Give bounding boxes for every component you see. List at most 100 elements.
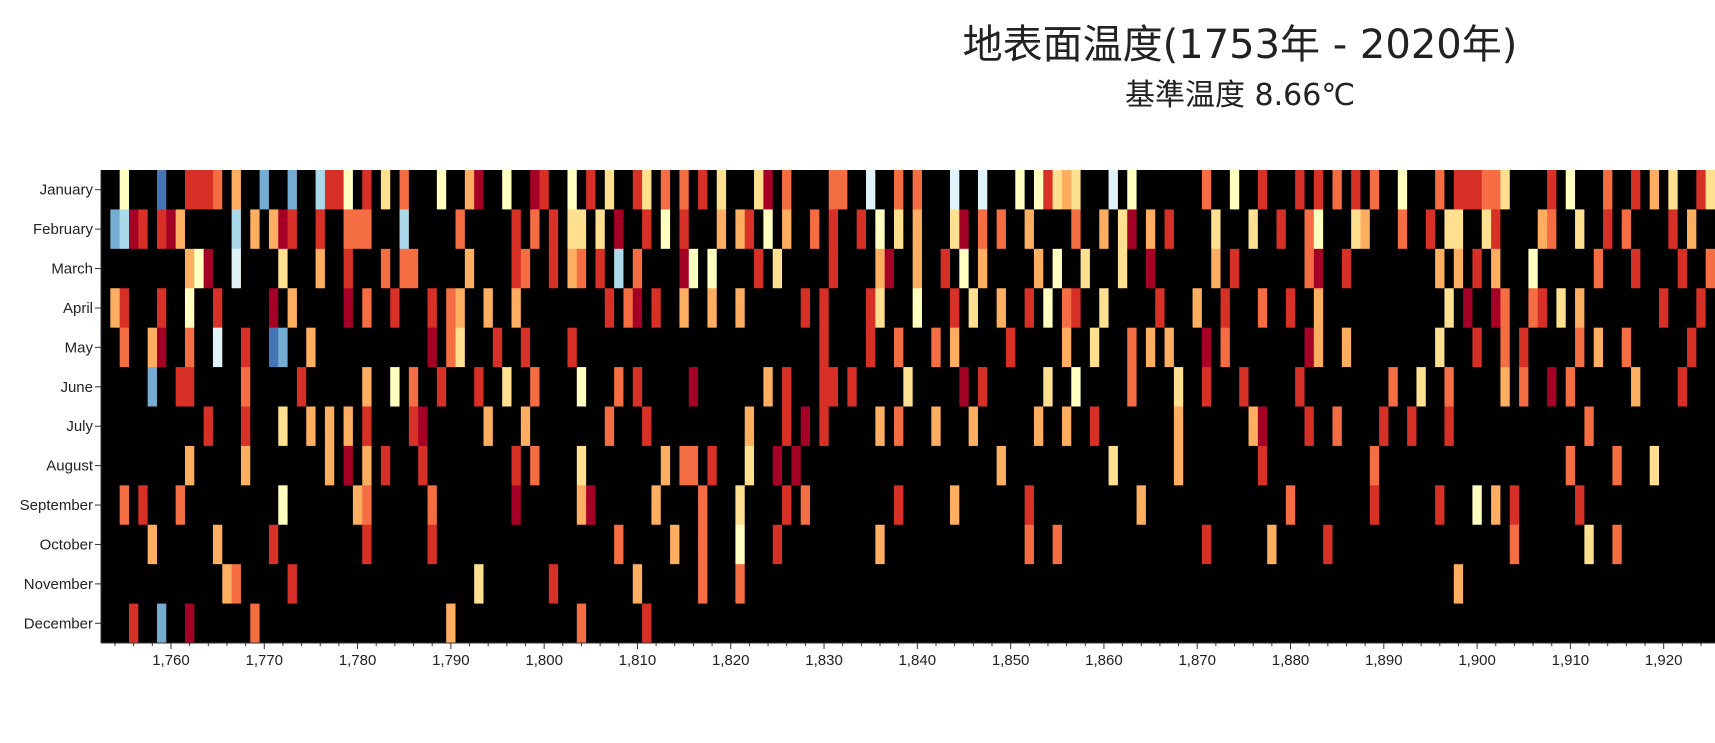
heatmap-cell (287, 209, 298, 250)
heatmap-cell (203, 485, 214, 526)
heatmap-cell (614, 564, 624, 604)
heatmap-cell (1547, 603, 1557, 644)
heatmap-cell (1248, 524, 1259, 565)
heatmap-cell (791, 248, 802, 289)
heatmap-cell (679, 209, 690, 250)
heatmap-cell (1500, 406, 1511, 447)
heatmap-cell (1285, 170, 1296, 210)
heatmap-cell (1463, 406, 1473, 447)
heatmap-cell (576, 209, 587, 250)
heatmap-cell (744, 327, 755, 368)
heatmap-cell (1444, 170, 1455, 210)
heatmap-cell (959, 209, 970, 250)
heatmap-cell (1649, 288, 1660, 329)
heatmap-cell (856, 524, 867, 565)
heatmap-cell (576, 485, 587, 526)
heatmap-cell (1659, 248, 1669, 289)
heatmap-cell (1481, 209, 1492, 250)
heatmap-cell (427, 327, 438, 368)
heatmap-cell (240, 248, 251, 289)
heatmap-cell (894, 406, 904, 447)
heatmap-cell (1435, 288, 1445, 329)
heatmap-cell (838, 327, 848, 368)
heatmap-cell (1295, 603, 1305, 644)
heatmap-cell (1472, 603, 1483, 644)
heatmap-cell (828, 248, 839, 289)
heatmap-cell (903, 367, 914, 407)
heatmap-cell (1192, 327, 1203, 368)
heatmap-cell (1696, 209, 1707, 250)
heatmap-cell (1360, 209, 1371, 250)
heatmap-cell (1696, 564, 1707, 604)
heatmap-cell (184, 209, 195, 250)
heatmap-cell (1108, 327, 1119, 368)
heatmap-cell (1323, 170, 1333, 210)
heatmap-cell (1677, 288, 1688, 329)
heatmap-cell (1509, 170, 1520, 210)
heatmap-cell (698, 327, 708, 368)
heatmap-cell (1239, 288, 1249, 329)
heatmap-cell (1519, 170, 1529, 210)
heatmap-cell (1043, 209, 1054, 250)
chart-title: 地表面温度(1753年 - 2020年) (962, 22, 1518, 68)
heatmap-cell (287, 406, 298, 447)
heatmap-cell (156, 406, 167, 447)
heatmap-cell (772, 603, 783, 644)
heatmap-cell (1509, 327, 1520, 368)
heatmap-cell (1416, 327, 1427, 368)
heatmap-cell (1099, 603, 1109, 644)
heatmap-cell (203, 327, 214, 368)
heatmap-cell (1127, 327, 1137, 368)
heatmap-cell (1304, 288, 1315, 329)
heatmap-cell (539, 209, 550, 250)
heatmap-cell (1033, 603, 1044, 644)
heatmap-cell (1332, 288, 1343, 329)
heatmap-cell (959, 603, 970, 644)
heatmap-cell (810, 288, 820, 329)
heatmap-cell (1640, 248, 1651, 289)
heatmap-cell (1631, 209, 1641, 250)
heatmap-cell (1229, 248, 1240, 289)
heatmap-cell (1323, 524, 1333, 565)
heatmap-cell (894, 248, 904, 289)
heatmap-cell (1491, 406, 1501, 447)
heatmap-cell (1089, 170, 1100, 210)
heatmap-cell (278, 485, 288, 526)
heatmap-cell (1304, 367, 1315, 407)
heatmap-cell (343, 406, 354, 447)
heatmap-cell (1201, 248, 1212, 289)
heatmap-cell (595, 209, 606, 250)
heatmap-cell (474, 485, 484, 526)
heatmap-cell (110, 209, 121, 250)
heatmap-cell (1388, 485, 1399, 526)
heatmap-cell (586, 367, 596, 407)
heatmap-cell (446, 524, 456, 565)
heatmap-cell (1117, 367, 1128, 407)
heatmap-cell (502, 209, 512, 250)
heatmap-cell (222, 406, 233, 447)
heatmap-cell (455, 288, 466, 329)
heatmap-cell (726, 485, 736, 526)
heatmap-cell (1341, 170, 1352, 210)
heatmap-cell (520, 564, 531, 604)
heatmap-cell (782, 406, 792, 447)
heatmap-cell (1593, 248, 1604, 289)
heatmap-cell (1276, 445, 1287, 486)
heatmap-cell (128, 209, 139, 250)
heatmap-cell (726, 564, 736, 604)
heatmap-cell (688, 564, 699, 604)
heatmap-cell (912, 367, 923, 407)
heatmap-cell (455, 209, 466, 250)
heatmap-cell (1668, 170, 1679, 210)
heatmap-cell (614, 485, 624, 526)
heatmap-cell (763, 445, 774, 486)
heatmap-cell (1015, 564, 1026, 604)
heatmap-cell (1183, 209, 1193, 250)
heatmap-cell (1631, 170, 1641, 210)
heatmap-cell (810, 445, 820, 486)
heatmap-cell (1220, 288, 1231, 329)
heatmap-cell (977, 564, 988, 604)
heatmap-cell (1565, 288, 1576, 329)
heatmap-cell (548, 367, 559, 407)
heatmap-cell (707, 603, 718, 644)
